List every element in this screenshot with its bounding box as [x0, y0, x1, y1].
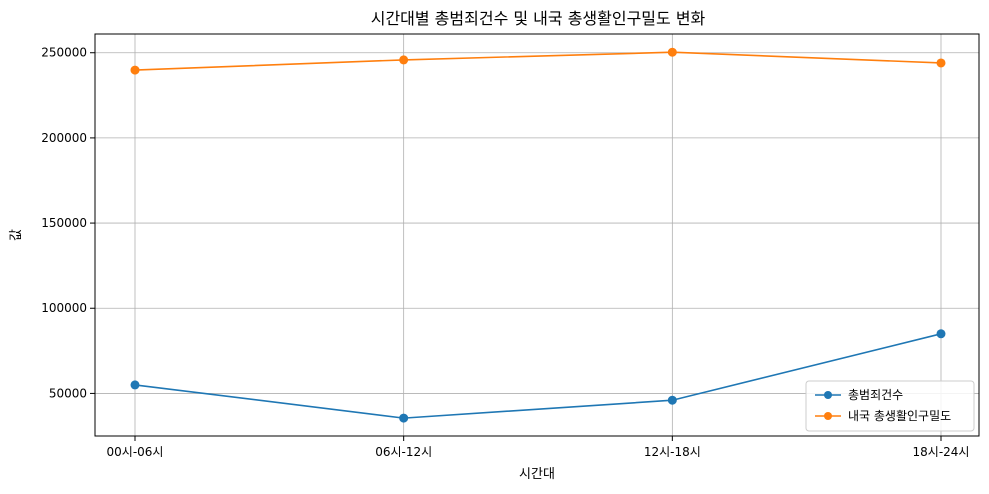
plot-frame	[94, 33, 980, 437]
data-point	[667, 395, 677, 405]
x-tick-label: 00시-06시	[107, 445, 164, 459]
series-line-1	[134, 51, 942, 71]
series-layer	[130, 47, 946, 423]
x-axis-ticks: 00시-06시 06시-12시 12시-18시 18시-24시	[107, 436, 970, 459]
y-tick-label: 250000	[41, 46, 87, 60]
x-tick-label: 18시-24시	[913, 445, 970, 459]
x-tick-label: 06시-12시	[375, 445, 432, 459]
legend-label-1: 내국 총생활인구밀도	[848, 409, 951, 423]
data-point	[399, 413, 409, 423]
grid-lines	[95, 34, 979, 436]
data-point	[936, 329, 946, 339]
y-tick-label: 150000	[41, 216, 87, 230]
series-line-0	[134, 333, 942, 419]
data-point	[130, 380, 140, 390]
y-tick-label: 200000	[41, 131, 87, 145]
y-axis-ticks: 50000 100000 150000 200000 250000	[41, 46, 95, 400]
data-point	[399, 55, 409, 65]
legend-label-0: 총범죄건수	[848, 388, 903, 402]
legend-box	[805, 380, 975, 432]
y-tick-label: 100000	[41, 301, 87, 315]
chart-title: 시간대별 총범죄건수 및 내국 총생활인구밀도 변화	[371, 9, 706, 28]
legend-marker-0	[824, 391, 832, 399]
data-point	[130, 65, 140, 75]
y-tick-label: 50000	[49, 386, 87, 400]
data-point	[667, 47, 677, 57]
x-axis-label: 시간대	[519, 467, 555, 482]
legend: 총범죄건수 내국 총생활인구밀도	[805, 380, 975, 432]
legend-marker-1	[824, 412, 832, 420]
x-tick-label: 12시-18시	[644, 445, 701, 459]
data-point	[936, 58, 946, 68]
y-axis-label: 값	[9, 229, 24, 241]
